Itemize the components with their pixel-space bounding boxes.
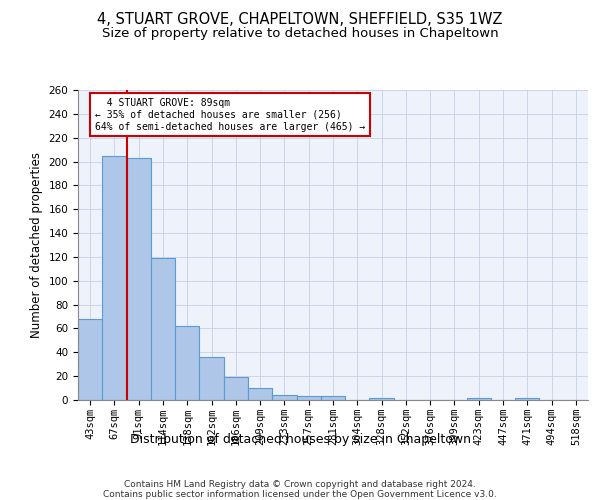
Bar (102, 156, 127, 400)
Bar (248, 388, 272, 400)
Bar (296, 396, 321, 400)
Text: Size of property relative to detached houses in Chapeltown: Size of property relative to detached ho… (101, 28, 499, 40)
Bar (515, 398, 539, 400)
Y-axis label: Number of detached properties: Number of detached properties (30, 152, 43, 338)
Text: 4, STUART GROVE, CHAPELTOWN, SHEFFIELD, S35 1WZ: 4, STUART GROVE, CHAPELTOWN, SHEFFIELD, … (97, 12, 503, 28)
Bar (370, 398, 394, 400)
Bar (127, 158, 151, 400)
Bar (467, 398, 491, 400)
Text: Distribution of detached houses by size in Chapeltown: Distribution of detached houses by size … (130, 432, 470, 446)
Bar (224, 378, 248, 400)
Bar (199, 357, 224, 400)
Text: 4 STUART GROVE: 89sqm
← 35% of detached houses are smaller (256)
64% of semi-det: 4 STUART GROVE: 89sqm ← 35% of detached … (95, 98, 365, 132)
Bar (321, 396, 345, 400)
Bar (272, 395, 296, 400)
Bar (175, 326, 199, 400)
Bar (78, 319, 102, 400)
Bar (151, 258, 175, 400)
Text: Contains HM Land Registry data © Crown copyright and database right 2024.
Contai: Contains HM Land Registry data © Crown c… (103, 480, 497, 500)
